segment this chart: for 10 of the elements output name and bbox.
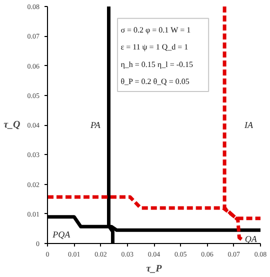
annotation: QA [244,234,258,244]
y-axis-title: τ_Q [4,120,20,130]
annotation: ε = 11 ψ = 1 Q_d = 1 [120,42,188,52]
annotation: PQA [52,230,71,240]
x-axis-title: τ_P [146,264,163,274]
annotation: θ_P = 0.2 θ_Q = 0.05 [120,76,190,86]
annotation: PA [90,120,101,130]
annotation: IA [244,120,254,130]
annotation: σ = 0.2 φ = 0.1 W = 1 [120,25,191,34]
annotation: η_h = 0.15 η_l = -0.15 [120,60,193,69]
